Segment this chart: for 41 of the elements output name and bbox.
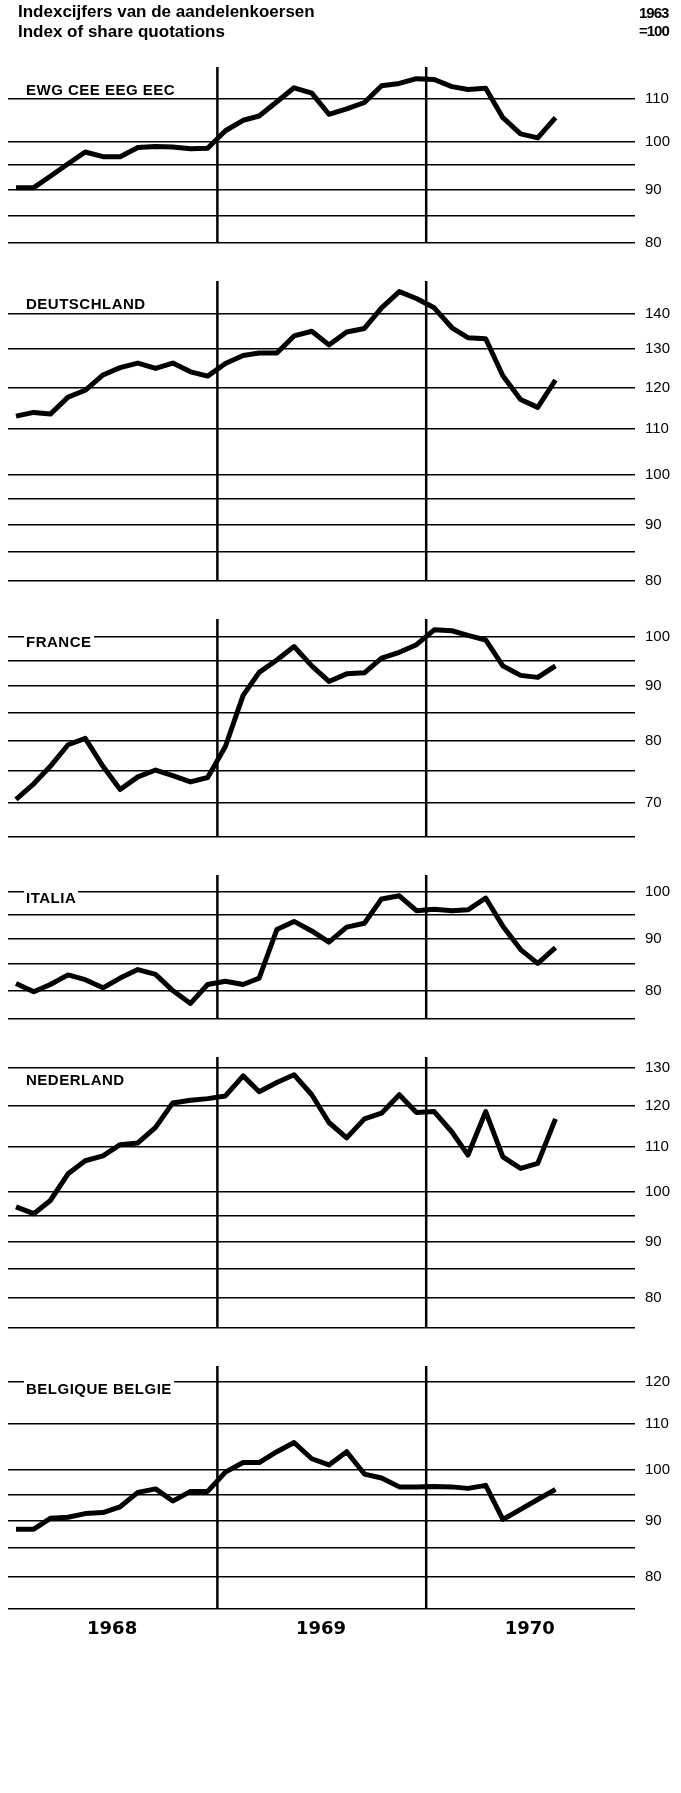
text: ITALIA [24, 889, 79, 906]
y-tick-label: 90 [645, 928, 662, 946]
y-tick-label: 100 [645, 1182, 671, 1200]
y-tick-label: 90 [645, 676, 662, 694]
y-tick-label: 110 [645, 1136, 669, 1154]
y-tick-label: 140 [645, 304, 671, 322]
chart-title: Indexcijfers van de aandelenkoersen [18, 2, 315, 22]
y-tick-label: 100 [645, 627, 671, 645]
x-tick-label: 1970 [504, 1616, 555, 1638]
y-tick-label: 100 [645, 1459, 671, 1477]
y-tick-label: 100 [645, 882, 671, 900]
y-tick-label: 90 [645, 1510, 662, 1528]
y-tick-label: 90 [645, 1231, 662, 1249]
y-tick-label: 100 [645, 464, 671, 482]
text: EWG CEE EEG EEC [24, 81, 178, 98]
y-tick-label: 130 [645, 339, 671, 357]
y-tick-label: 110 [645, 1413, 669, 1431]
text: BELGIQUE BELGIE [24, 1380, 174, 1397]
y-tick-label: 120 [645, 377, 671, 395]
y-tick-label: 80 [645, 1567, 662, 1585]
y-tick-label: 120 [645, 1095, 671, 1113]
y-tick-label: 80 [645, 571, 662, 589]
y-tick-label: 90 [645, 514, 662, 532]
y-tick-label: 120 [645, 1371, 671, 1389]
y-tick-label: 100 [645, 132, 671, 150]
text: NEDERLAND [24, 1071, 127, 1088]
y-axis-title: 1963 =100 [639, 4, 671, 40]
x-tick-label: 1969 [295, 1616, 346, 1638]
x-tick-label: 1968 [87, 1616, 138, 1638]
y-tick-label: 80 [645, 980, 662, 998]
y-tick-label: 130 [645, 1057, 671, 1075]
y-tick-label: 80 [645, 730, 662, 748]
text: FRANCE [24, 633, 94, 650]
text: DEUTSCHLAND [24, 295, 148, 312]
y-tick-label: 80 [645, 233, 662, 251]
y-tick-label: 110 [645, 88, 669, 106]
y-tick-label: 90 [645, 179, 662, 197]
chart-subtitle: Index of share quotations [18, 22, 225, 42]
y-tick-label: 70 [645, 792, 662, 810]
y-tick-label: 80 [645, 1287, 662, 1305]
y-tick-label: 110 [645, 419, 669, 437]
